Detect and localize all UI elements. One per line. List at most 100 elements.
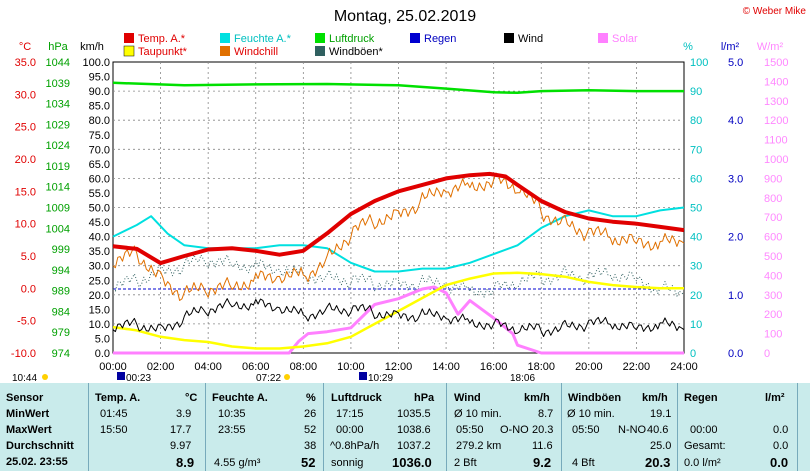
rain-r3-val: 0.0 bbox=[773, 440, 789, 452]
temp-max-time: 15:50 bbox=[100, 424, 128, 436]
row-label-date: 25.02. 23:55 bbox=[6, 456, 68, 468]
y-tick-humidity_pct: 40 bbox=[690, 232, 702, 244]
y-tick-rain_lm2: 0.0 bbox=[728, 348, 743, 360]
y-tick-wind_kmh: 15.0 bbox=[89, 304, 110, 316]
y-tick-solar_wm2: 1500 bbox=[764, 57, 788, 69]
legend-swatch-gusts bbox=[315, 46, 325, 56]
rain-axis-unit: l/m² bbox=[721, 41, 740, 53]
legend-label-temp: Temp. A.* bbox=[138, 33, 186, 45]
y-tick-wind_kmh: 0.0 bbox=[95, 348, 110, 360]
y-tick-temp_c: 20.0 bbox=[15, 154, 36, 166]
y-tick-humidity_pct: 90 bbox=[690, 86, 702, 98]
moonrise-left-time: 10:44 bbox=[12, 373, 37, 383]
y-tick-temp_c: 0.0 bbox=[21, 283, 36, 295]
hdr-wind-unit: km/h bbox=[524, 392, 550, 404]
y-tick-temp_c: 30.0 bbox=[15, 89, 36, 101]
wind-r2-val: 20.3 bbox=[532, 424, 554, 436]
y-tick-rain_lm2: 4.0 bbox=[728, 115, 743, 127]
y-tick-solar_wm2: 700 bbox=[764, 212, 782, 224]
col-sep-3 bbox=[323, 383, 324, 471]
y-axis-ticks: 35.0 30.0 25.0 20.0 15.0 10.0 5.0 0.0 -5.0 -10.0 1… bbox=[11, 57, 789, 360]
y-tick-wind_kmh: 30.0 bbox=[89, 261, 110, 273]
legend-label-humidity: Feuchte A.* bbox=[234, 33, 292, 45]
y-tick-solar_wm2: 1100 bbox=[764, 135, 788, 147]
y-tick-wind_kmh: 40.0 bbox=[89, 232, 110, 244]
hum-now: 52 bbox=[301, 455, 316, 470]
gust-r3-val: 25.0 bbox=[650, 440, 672, 452]
x-axis-ticks: 00:00 02:00 04:00 06:00 08:00 10:00 12:00 14:00… bbox=[99, 361, 698, 373]
y-tick-temp_c: 5.0 bbox=[21, 251, 36, 263]
y-tick-wind_kmh: 45.0 bbox=[89, 217, 110, 229]
moon-icon-2 bbox=[359, 372, 367, 380]
moon-marker-2-time: 10:29 bbox=[368, 373, 393, 383]
press-now: 1036.0 bbox=[392, 455, 432, 470]
gust-r2-time: 05:50 bbox=[572, 424, 600, 436]
y-tick-wind_kmh: 5.0 bbox=[95, 333, 110, 345]
y-tick-wind_kmh: 50.0 bbox=[89, 203, 110, 215]
x-tick: 08:00 bbox=[290, 361, 318, 373]
y-tick-rain_lm2: 2.0 bbox=[728, 232, 743, 244]
y-tick-solar_wm2: 0 bbox=[764, 348, 770, 360]
temp-min-time: 01:45 bbox=[100, 408, 128, 420]
wind-r1-val: 8.7 bbox=[538, 408, 554, 420]
y-tick-humidity_pct: 100 bbox=[690, 57, 708, 69]
row-label-avg: Durchschnitt bbox=[6, 440, 74, 452]
x-tick: 16:00 bbox=[480, 361, 508, 373]
x-tick: 22:00 bbox=[623, 361, 651, 373]
series-humidity bbox=[112, 206, 685, 273]
y-tick-rain_lm2: 3.0 bbox=[728, 173, 743, 185]
grid bbox=[113, 62, 684, 353]
y-tick-pressure_hpa: 1024 bbox=[46, 140, 70, 152]
y-tick-solar_wm2: 900 bbox=[764, 173, 782, 185]
y-tick-humidity_pct: 30 bbox=[690, 261, 702, 273]
y-tick-pressure_hpa: 999 bbox=[52, 244, 70, 256]
press-avg: 1037.2 bbox=[397, 440, 431, 452]
series-lines bbox=[112, 81, 685, 355]
gust-bft: 4 Bft bbox=[572, 457, 595, 469]
humidity-axis-unit: % bbox=[683, 41, 693, 53]
row-label-max: MaxWert bbox=[6, 424, 52, 436]
gust-r2-dir: N-NO bbox=[618, 424, 647, 436]
wind-axis-unit: km/h bbox=[80, 41, 104, 53]
wind-r1-label: Ø 10 min. bbox=[454, 408, 502, 420]
hdr-gust: Windböen bbox=[568, 392, 622, 404]
y-tick-humidity_pct: 10 bbox=[690, 319, 702, 331]
press-max: 1038.6 bbox=[397, 424, 431, 436]
hdr-press: Luftdruck bbox=[331, 392, 382, 404]
y-tick-solar_wm2: 600 bbox=[764, 232, 782, 244]
press-min: 1035.5 bbox=[397, 408, 431, 420]
hdr-rain-unit: l/m² bbox=[765, 392, 785, 404]
x-tick: 04:00 bbox=[194, 361, 222, 373]
y-tick-temp_c: 35.0 bbox=[15, 57, 36, 69]
legend-label-solar: Solar bbox=[612, 33, 638, 45]
temp-axis-unit: °C bbox=[19, 41, 31, 53]
hum-min-time: 10:35 bbox=[218, 408, 246, 420]
y-tick-pressure_hpa: 1014 bbox=[46, 182, 70, 194]
legend-label-dewpoint: Taupunkt* bbox=[138, 46, 188, 58]
legend-swatch-humidity bbox=[220, 33, 230, 43]
gust-now: 20.3 bbox=[645, 455, 671, 470]
y-tick-pressure_hpa: 1004 bbox=[46, 223, 70, 235]
series-windchill bbox=[112, 172, 685, 301]
y-tick-pressure_hpa: 1039 bbox=[46, 78, 70, 90]
y-tick-solar_wm2: 100 bbox=[764, 329, 782, 341]
rain-r2-val: 0.0 bbox=[773, 424, 789, 436]
legend-label-gusts: Windböen* bbox=[329, 46, 384, 58]
press-forecast: sonnig bbox=[331, 457, 364, 469]
wind-bft: 2 Bft bbox=[454, 457, 477, 469]
temp-avg: 9.97 bbox=[170, 440, 192, 452]
series-gusts bbox=[112, 254, 685, 298]
series-temp bbox=[112, 171, 685, 266]
y-tick-pressure_hpa: 979 bbox=[52, 327, 70, 339]
time-markers: 10:44 00:23 07:22 10:29 18:06 bbox=[12, 372, 535, 383]
y-tick-wind_kmh: 95.0 bbox=[89, 72, 110, 84]
y-tick-rain_lm2: 1.0 bbox=[728, 290, 743, 302]
next-panel-stub bbox=[804, 30, 810, 380]
legend-swatch-temp bbox=[124, 33, 134, 43]
row-label-min: MinWert bbox=[6, 408, 50, 420]
sunset-time: 18:06 bbox=[510, 373, 535, 383]
legend-label-pressure: Luftdruck bbox=[329, 33, 375, 45]
y-tick-wind_kmh: 90.0 bbox=[89, 86, 110, 98]
legend-label-windchill: Windchill bbox=[234, 46, 278, 58]
y-tick-humidity_pct: 70 bbox=[690, 144, 702, 156]
